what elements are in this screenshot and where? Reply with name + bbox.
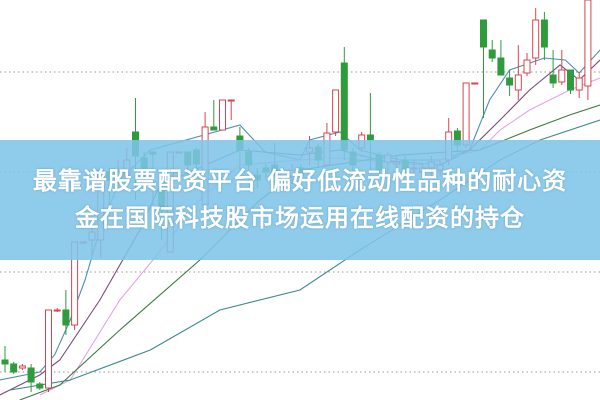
candle-body bbox=[523, 59, 531, 74]
candle-body bbox=[506, 77, 514, 86]
candle-body bbox=[540, 19, 548, 48]
candle-body bbox=[462, 82, 470, 146]
candle-body bbox=[471, 82, 479, 85]
candle-body bbox=[1, 359, 9, 365]
candle-body bbox=[36, 383, 44, 389]
candle-body bbox=[27, 367, 35, 383]
candle-body bbox=[53, 309, 61, 312]
candle-body bbox=[575, 77, 583, 91]
candle-body bbox=[497, 57, 505, 76]
candle-body bbox=[558, 69, 566, 83]
candle-body bbox=[514, 74, 522, 91]
candle-body bbox=[567, 69, 574, 91]
candle-body bbox=[340, 62, 348, 151]
candle-body bbox=[219, 99, 226, 131]
candle-body bbox=[210, 126, 218, 131]
title-banner: 最靠谱股票配资平台 偏好低流动性品种的耐心资 金在国际科技股市场运用在线配资的持… bbox=[0, 140, 600, 260]
candle-body bbox=[584, 0, 592, 87]
candle-body bbox=[227, 99, 235, 102]
candle-body bbox=[532, 19, 540, 59]
candle-body bbox=[480, 19, 487, 48]
banner-title-line-2: 金在国际科技股市场运用在线配资的持仓 bbox=[75, 204, 525, 232]
candle-body bbox=[10, 363, 18, 373]
banner-title-line-1: 最靠谱股票配资平台 偏好低流动性品种的耐心资 bbox=[32, 167, 568, 195]
candle-body bbox=[62, 309, 70, 326]
candle-body bbox=[18, 365, 26, 369]
candle-body bbox=[488, 49, 496, 59]
candle-body bbox=[332, 89, 340, 133]
candle-body bbox=[549, 74, 557, 84]
candle-body bbox=[45, 309, 52, 389]
